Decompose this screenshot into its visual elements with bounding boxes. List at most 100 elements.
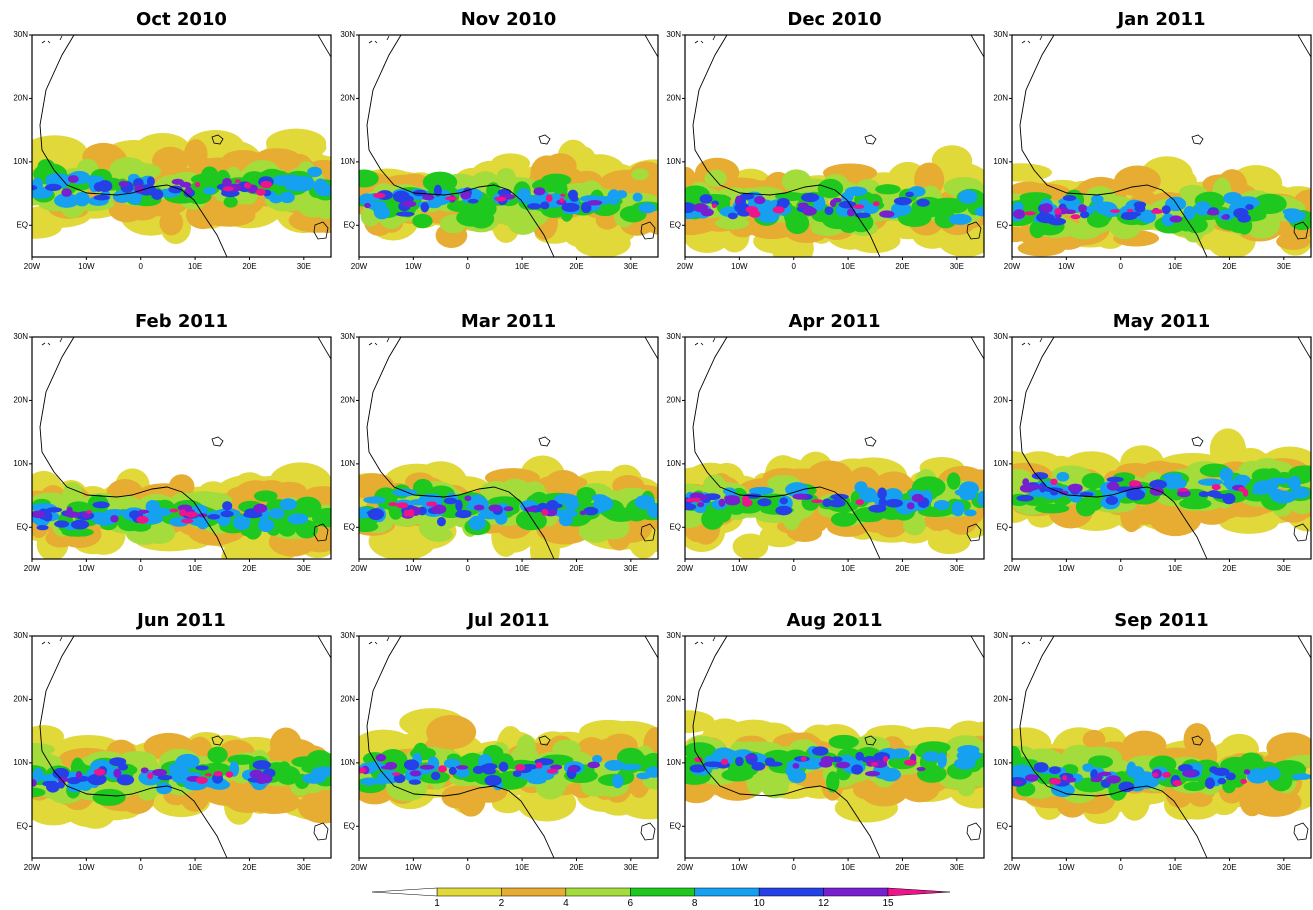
panel-title: Apr 2011 <box>788 311 880 332</box>
panel-title: Mar 2011 <box>461 311 556 332</box>
rain-area <box>412 214 432 228</box>
lat-tick-label: 20N <box>13 695 28 704</box>
shading <box>665 452 1008 560</box>
panel-title: Sep 2011 <box>1114 610 1208 631</box>
rain-area <box>469 516 486 531</box>
rain-area <box>373 193 385 198</box>
rain-area <box>958 190 977 204</box>
rain-area <box>904 760 917 766</box>
lon-tick-label: 0 <box>466 564 471 573</box>
lon-tick-label: 30E <box>950 863 964 872</box>
rain-area <box>1152 773 1158 778</box>
lon-tick-label: 10W <box>1058 863 1075 872</box>
map-panel: 30N20N10NEQ20W10W010E20E30E <box>332 332 685 573</box>
map-panel: 30N20N10NEQ20W10W010E20E30E <box>658 30 1000 271</box>
rain-area <box>207 747 227 764</box>
rain-area <box>793 763 800 769</box>
rain-area <box>46 781 60 793</box>
rain-area <box>402 201 416 208</box>
rain-area <box>587 762 600 769</box>
rain-area <box>560 194 565 197</box>
rain-area <box>633 193 643 202</box>
rain-area <box>484 775 501 786</box>
map-panel: 30N20N10NEQ20W10W010E20E30E <box>990 631 1313 872</box>
lon-tick-label: 10W <box>405 262 422 271</box>
rain-area <box>1064 209 1076 214</box>
rain-area <box>1162 772 1171 778</box>
lon-tick-label: 10E <box>515 863 529 872</box>
rain-area <box>97 180 112 192</box>
rain-area <box>1054 208 1061 214</box>
rain-area <box>1127 209 1134 212</box>
rain-area <box>1245 204 1253 210</box>
lon-tick-label: 30E <box>950 564 964 573</box>
lat-tick-label: 30N <box>993 332 1008 341</box>
shading <box>331 708 686 821</box>
rain-area <box>68 175 79 183</box>
lon-tick-label: 10W <box>78 863 95 872</box>
rain-area <box>1219 771 1227 776</box>
lon-tick-label: 10E <box>1168 262 1182 271</box>
shading <box>5 725 354 829</box>
rain-area <box>396 212 414 217</box>
colorbar-label: 4 <box>563 898 569 909</box>
lat-tick-label: 20N <box>666 396 681 405</box>
rain-area <box>693 498 700 503</box>
lon-tick-label: 10W <box>405 564 422 573</box>
rain-area <box>1063 195 1077 201</box>
rain-area <box>1179 498 1211 510</box>
rain-area <box>735 196 741 204</box>
rain-area <box>1034 762 1049 772</box>
rain-area <box>222 178 232 186</box>
rain-area <box>517 188 531 203</box>
rain-area <box>912 494 924 503</box>
lon-tick-label: 30E <box>1277 863 1291 872</box>
colorbar-segment <box>566 888 630 896</box>
rain-area <box>94 195 110 201</box>
lat-tick-label: EQ <box>996 522 1008 531</box>
rain-area <box>468 199 479 204</box>
rain-area <box>704 170 726 187</box>
rain-area <box>307 167 322 177</box>
rain-area <box>952 501 965 517</box>
rain-area <box>393 191 410 203</box>
rain-area <box>511 209 543 226</box>
rain-area <box>559 198 564 203</box>
rain-area <box>94 769 106 776</box>
rain-area <box>1107 482 1120 491</box>
panel-title: Jul 2011 <box>465 610 549 631</box>
rain-area <box>977 491 988 506</box>
rain-area <box>580 510 586 515</box>
rain-area <box>499 762 509 772</box>
rain-area <box>905 192 914 198</box>
lat-tick-label: EQ <box>343 522 355 531</box>
lon-tick-label: 10W <box>1058 262 1075 271</box>
lat-tick-label: EQ <box>16 522 28 531</box>
rain-area <box>1062 775 1067 780</box>
rain-area <box>184 139 208 170</box>
rain-area <box>825 206 834 215</box>
rain-area <box>801 193 819 202</box>
rain-area <box>1129 480 1141 486</box>
rain-area <box>851 764 863 774</box>
lat-tick-label: 20N <box>13 396 28 405</box>
rain-area <box>1056 472 1069 482</box>
rain-area <box>119 181 129 187</box>
rain-area <box>426 501 437 506</box>
shading <box>989 156 1313 259</box>
lon-tick-label: 30E <box>624 564 638 573</box>
rain-area <box>631 168 648 180</box>
rain-area <box>222 186 234 191</box>
lon-tick-label: 0 <box>139 262 144 271</box>
rain-area <box>404 759 419 770</box>
lon-tick-label: 0 <box>139 863 144 872</box>
rain-area <box>883 756 888 762</box>
rain-area <box>678 202 696 213</box>
rain-area <box>1291 773 1311 779</box>
rain-area <box>438 765 447 772</box>
rain-area <box>221 511 234 518</box>
rain-area <box>31 511 45 519</box>
rain-area <box>1014 780 1023 784</box>
lat-tick-label: 30N <box>993 631 1008 640</box>
